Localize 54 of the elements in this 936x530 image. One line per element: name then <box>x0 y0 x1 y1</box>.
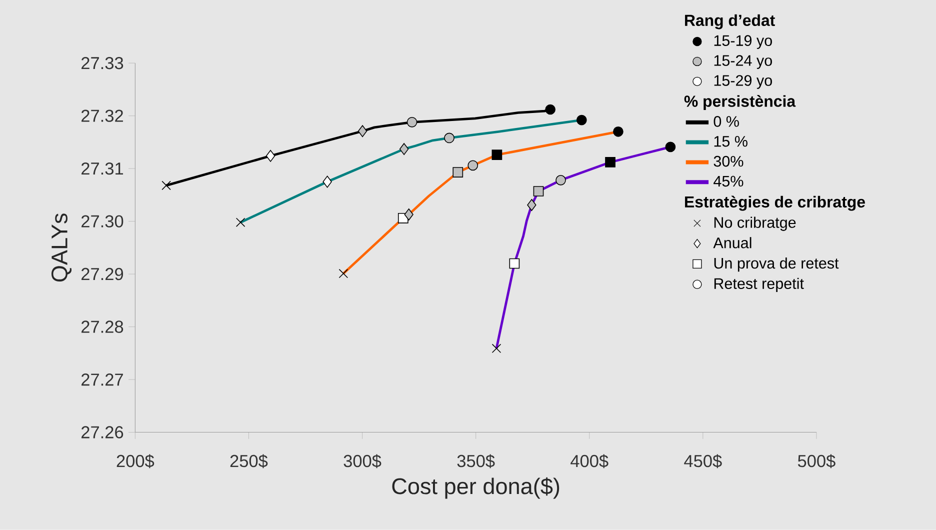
legend-label: Anual <box>713 237 752 248</box>
legend-label: Un prova de retest <box>714 257 839 272</box>
legend-label: 30% <box>714 156 744 167</box>
x-tick-label: 200$ <box>116 454 154 468</box>
legend-label: 15-29 yo <box>714 75 772 89</box>
point <box>266 150 276 162</box>
point <box>358 125 368 138</box>
legend-label: 15-19 yo <box>714 35 772 50</box>
annotation: Estratègies de cribratge <box>685 196 865 211</box>
x-tick-label: 500$ <box>798 454 836 468</box>
point <box>665 142 676 152</box>
point <box>527 199 536 211</box>
y-tick-label: 27.28 <box>82 320 124 333</box>
point <box>444 132 454 144</box>
x-axis-title: Cost per dona($) <box>392 477 560 499</box>
point <box>406 117 418 128</box>
point <box>322 176 332 188</box>
point <box>452 167 464 178</box>
y-tick-label: 27.32 <box>82 110 123 122</box>
x-tick-label: 350$ <box>457 454 495 468</box>
annotation: % persistència <box>684 95 796 110</box>
x-tick-label: 450$ <box>684 454 722 468</box>
point <box>468 160 478 171</box>
point <box>576 114 587 126</box>
x-tick-label: 300$ <box>344 454 382 468</box>
point <box>509 258 520 269</box>
point <box>162 180 171 190</box>
point <box>545 104 556 115</box>
point <box>605 157 616 168</box>
legend-label: 15-24 yo <box>714 55 772 69</box>
x-tick-label: 400$ <box>570 454 608 468</box>
y-tick-label: 27.29 <box>82 268 124 280</box>
x-tick-label: 250$ <box>230 454 268 468</box>
point <box>613 126 624 137</box>
point <box>404 208 414 220</box>
y-tick-label: 27.33 <box>82 57 124 70</box>
legend-label: 45% <box>714 176 744 187</box>
legend-label: Retest repetit <box>714 278 804 292</box>
point <box>236 218 246 228</box>
point <box>533 186 544 196</box>
legend-label: 0 % <box>714 116 739 127</box>
point <box>399 143 409 156</box>
point <box>556 175 566 186</box>
legend-title: Rang d’edat <box>685 14 775 30</box>
y-tick-label: 27.26 <box>82 426 124 438</box>
y-axis-title: QALYs <box>51 214 72 282</box>
point <box>492 150 502 160</box>
y-tick-label: 27.31 <box>82 162 124 175</box>
y-tick-label: 27.30 <box>82 215 124 228</box>
legend-label: 15 % <box>714 136 748 147</box>
y-tick-label: 27.27 <box>82 374 123 386</box>
point <box>338 268 348 278</box>
legend-label: No cribratge <box>714 216 796 231</box>
point <box>492 344 502 354</box>
